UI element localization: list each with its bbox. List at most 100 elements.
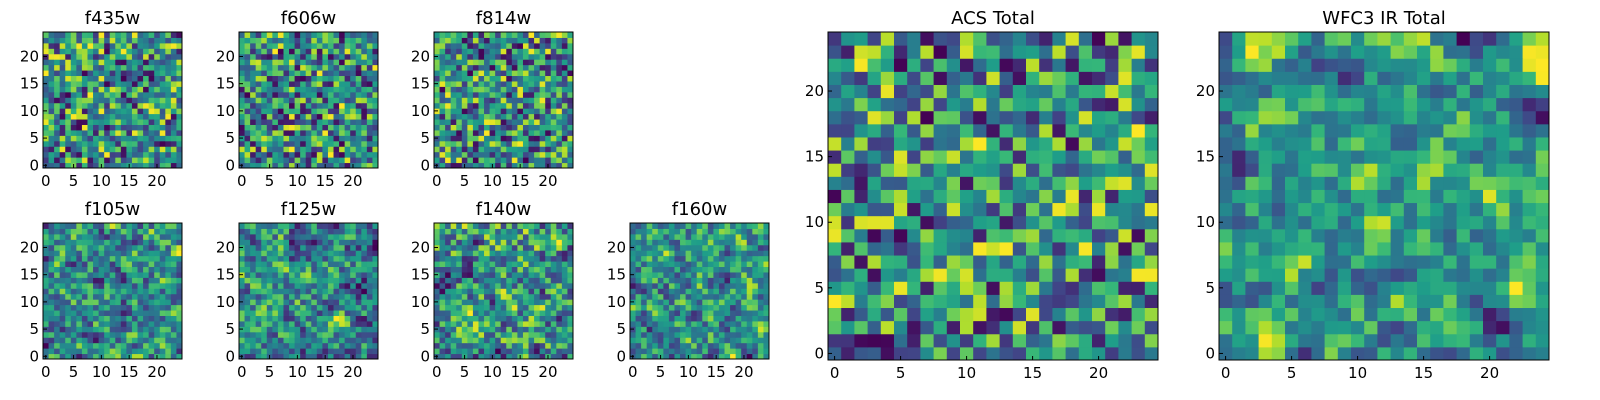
heatmap-cell [735, 250, 742, 257]
heatmap-cell [305, 310, 312, 316]
heatmap-cell [120, 223, 127, 229]
heatmap-cell [355, 162, 362, 169]
heatmap-cell [757, 288, 764, 295]
heatmap-cell [484, 353, 491, 360]
heatmap-cell [867, 241, 882, 256]
heatmap-cell [741, 331, 748, 338]
heatmap-cell [445, 64, 452, 71]
heatmap-cell [467, 157, 474, 164]
heatmap-cell [316, 288, 323, 295]
heatmap-cell [59, 32, 66, 38]
heatmap-cell [322, 228, 329, 235]
heatmap-cell [344, 255, 351, 262]
heatmap-cell [472, 310, 479, 316]
heatmap-cell [54, 331, 61, 338]
heatmap-cell [76, 250, 83, 257]
heatmap-cell [534, 64, 541, 71]
heatmap-cell [757, 342, 764, 349]
heatmap-cell [344, 293, 351, 300]
heatmap-cell [757, 299, 764, 306]
heatmap-cell [109, 151, 116, 158]
heatmap-cell [1012, 215, 1027, 230]
heatmap-cell [322, 119, 329, 125]
heatmap-cell [272, 244, 279, 251]
heatmap-cell [960, 333, 974, 348]
x-tick-label: 20 [734, 363, 753, 381]
heatmap-cell [528, 239, 535, 246]
heatmap-cell [277, 102, 284, 109]
heatmap-cell [528, 157, 535, 164]
heatmap-cell [445, 337, 452, 344]
heatmap-cell [87, 228, 94, 235]
heatmap-cell [635, 228, 642, 235]
heatmap-cell [534, 233, 541, 240]
heatmap-cell [104, 102, 111, 109]
heatmap-cell [478, 37, 485, 44]
heatmap-cell [907, 215, 921, 230]
heatmap-cell [946, 294, 961, 309]
heatmap-cell [300, 32, 307, 38]
heatmap-cell [93, 261, 100, 268]
heatmap-cell [176, 102, 183, 109]
heatmap-cell [495, 348, 502, 355]
heatmap-cell [131, 315, 139, 322]
x-tick-label: 20 [343, 172, 362, 190]
heatmap-cell [244, 119, 251, 125]
heatmap-cell [1012, 268, 1027, 282]
heatmap-cell [635, 261, 642, 268]
heatmap-cell [894, 136, 908, 151]
heatmap-cell [724, 277, 731, 284]
heatmap-cell [746, 228, 753, 235]
heatmap-cell [261, 299, 268, 306]
heatmap-cell [828, 176, 842, 190]
heatmap-cell [567, 293, 574, 300]
heatmap-cell [500, 299, 507, 306]
heatmap-cell [746, 277, 753, 284]
heatmap-cell [277, 129, 284, 136]
heatmap-cell [131, 250, 139, 257]
heatmap-cell [115, 239, 122, 246]
heatmap-cell [517, 310, 524, 316]
heatmap-cell [361, 80, 368, 87]
heatmap-cell [522, 326, 530, 333]
heatmap-cell [456, 157, 463, 164]
heatmap-cell [250, 223, 257, 229]
heatmap-cell [999, 346, 1014, 361]
heatmap-cell [680, 244, 687, 251]
heatmap-cell [261, 320, 268, 327]
heatmap-cell [674, 342, 681, 349]
heatmap-cell [98, 135, 105, 142]
heatmap-cell [143, 53, 150, 60]
heatmap-cell [434, 129, 441, 136]
heatmap-cell [646, 233, 653, 240]
heatmap-cell [763, 271, 770, 278]
heatmap-cell [1052, 150, 1067, 164]
heatmap-cell [652, 326, 659, 333]
heatmap-cell [752, 353, 759, 360]
heatmap-cell [920, 136, 935, 151]
heatmap-cell [506, 244, 513, 251]
heatmap-cell [757, 233, 764, 240]
heatmap-cell [327, 282, 335, 289]
heatmap-cell [76, 42, 83, 49]
heatmap-cell [272, 255, 279, 262]
heatmap-cell [528, 135, 535, 142]
heatmap-cell [450, 64, 457, 71]
heatmap-cell [445, 255, 452, 262]
heatmap-cell [484, 342, 491, 349]
heatmap-cell [250, 337, 257, 344]
heatmap-cell [350, 304, 357, 311]
heatmap-cell [730, 310, 737, 316]
heatmap-cell [467, 239, 474, 246]
heatmap-cell [1078, 268, 1093, 282]
heatmap-cell [93, 331, 100, 338]
heatmap-cell [43, 157, 50, 164]
heatmap-cell [635, 304, 642, 311]
heatmap-cell [339, 288, 346, 295]
heatmap-cell [696, 282, 703, 289]
heatmap-cell [1092, 176, 1106, 190]
heatmap-cell [696, 331, 703, 338]
heatmap-cell [663, 304, 670, 311]
heatmap-cell [355, 266, 362, 273]
